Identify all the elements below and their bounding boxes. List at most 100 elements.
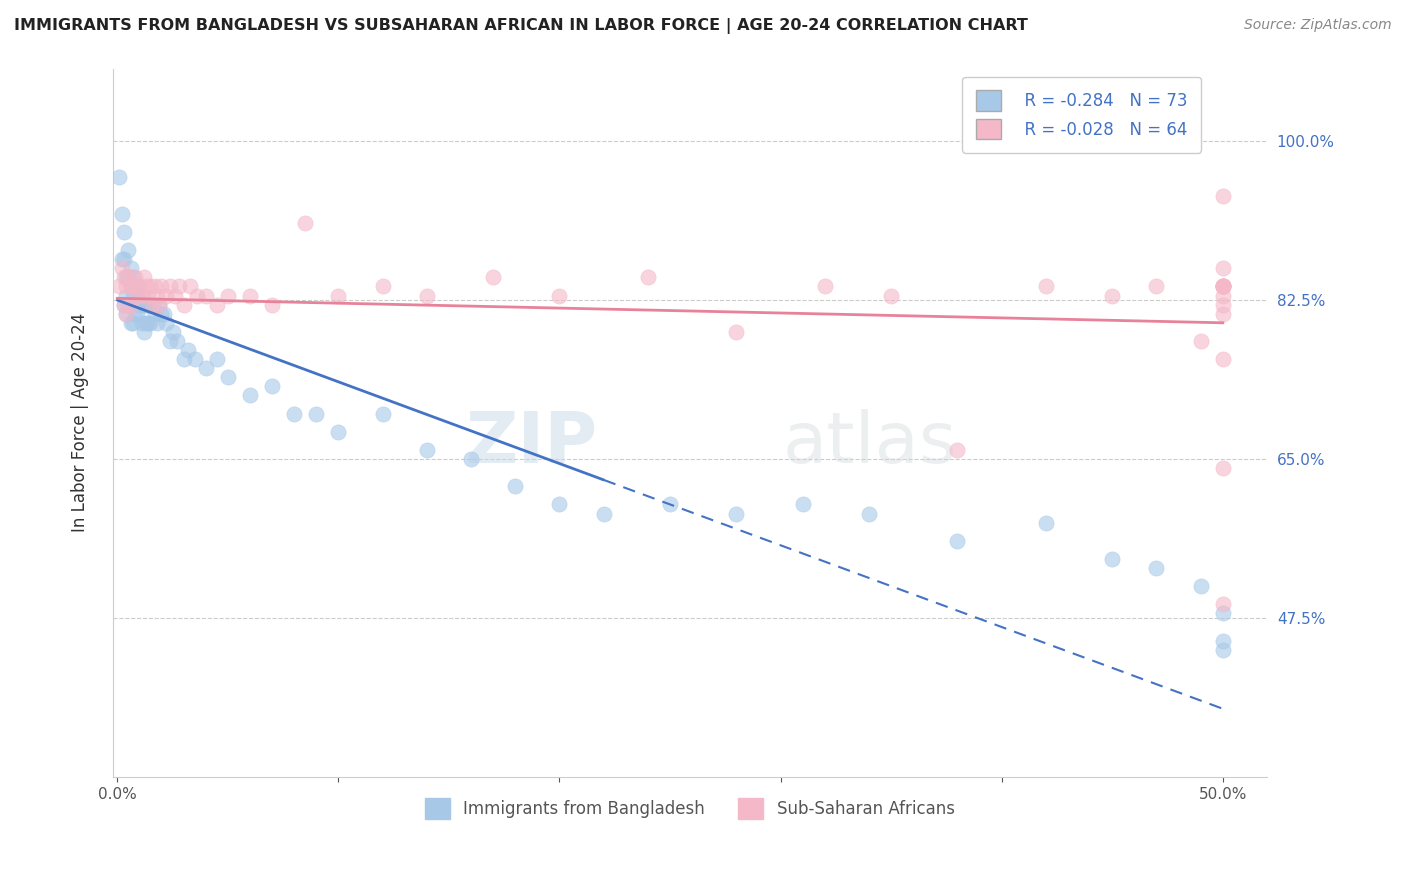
Point [548,288,571,302]
Point [112,252,135,267]
Point [1212,261,1234,276]
Point [460,452,482,467]
Point [1212,279,1234,293]
Point [132,270,155,285]
Point [152,307,174,321]
Point [128,298,150,312]
Point [503,479,526,493]
Point [1212,279,1234,293]
Point [294,216,316,230]
Point [148,298,170,312]
Point [121,279,143,293]
Text: IMMIGRANTS FROM BANGLADESH VS SUBSAHARAN AFRICAN IN LABOR FORCE | AGE 20-24 CORR: IMMIGRANTS FROM BANGLADESH VS SUBSAHARAN… [14,18,1028,34]
Point [792,497,814,511]
Point [120,279,142,293]
Point [205,352,228,367]
Point [1101,288,1123,302]
Point [124,279,146,293]
Point [1212,307,1234,321]
Point [167,279,190,293]
Point [1212,352,1234,367]
Point [121,288,143,302]
Point [1212,461,1234,475]
Point [173,352,195,367]
Point [305,407,328,421]
Text: ZIP: ZIP [465,409,598,478]
Point [120,298,142,312]
Point [127,288,149,302]
Point [1212,279,1234,293]
Point [194,361,217,376]
Point [142,298,165,312]
Point [136,298,159,312]
Point [179,279,201,293]
Text: Source: ZipAtlas.com: Source: ZipAtlas.com [1244,18,1392,32]
Legend: Immigrants from Bangladesh, Sub-Saharan Africans: Immigrants from Bangladesh, Sub-Saharan … [419,791,962,825]
Point [1212,279,1234,293]
Point [135,316,157,330]
Point [239,288,262,302]
Point [112,298,135,312]
Point [416,442,439,457]
Point [120,261,142,276]
Point [117,298,139,312]
Point [155,288,177,302]
Point [1212,288,1234,302]
Y-axis label: In Labor Force | Age 20-24: In Labor Force | Age 20-24 [72,313,89,533]
Point [328,288,350,302]
Point [548,497,571,511]
Point [217,370,239,384]
Point [1101,552,1123,566]
Point [946,533,969,548]
Point [142,298,165,312]
Point [1035,516,1057,530]
Point [120,279,142,293]
Point [1212,298,1234,312]
Point [239,388,262,402]
Point [166,334,188,348]
Point [111,261,134,276]
Point [108,279,131,293]
Point [135,279,157,293]
Point [112,225,135,239]
Point [371,279,394,293]
Point [1146,279,1168,293]
Point [260,298,283,312]
Point [115,307,138,321]
Point [121,316,143,330]
Point [946,442,969,457]
Point [814,279,837,293]
Point [135,298,157,312]
Point [1212,633,1234,648]
Point [725,507,748,521]
Point [131,288,153,302]
Point [880,288,903,302]
Point [111,252,134,267]
Point [163,288,186,302]
Point [124,270,146,285]
Point [146,316,169,330]
Point [186,288,208,302]
Point [416,288,439,302]
Point [1212,597,1234,611]
Point [482,270,505,285]
Point [162,325,184,339]
Point [159,279,181,293]
Point [131,316,153,330]
Point [139,279,162,293]
Point [115,307,138,321]
Point [150,279,173,293]
Point [592,507,614,521]
Point [115,270,138,285]
Point [127,288,149,302]
Point [132,298,155,312]
Point [132,325,155,339]
Point [155,316,177,330]
Point [1212,642,1234,657]
Point [1189,579,1212,593]
Point [1212,188,1234,202]
Point [177,343,200,357]
Point [117,243,139,257]
Point [115,288,138,302]
Point [112,270,135,285]
